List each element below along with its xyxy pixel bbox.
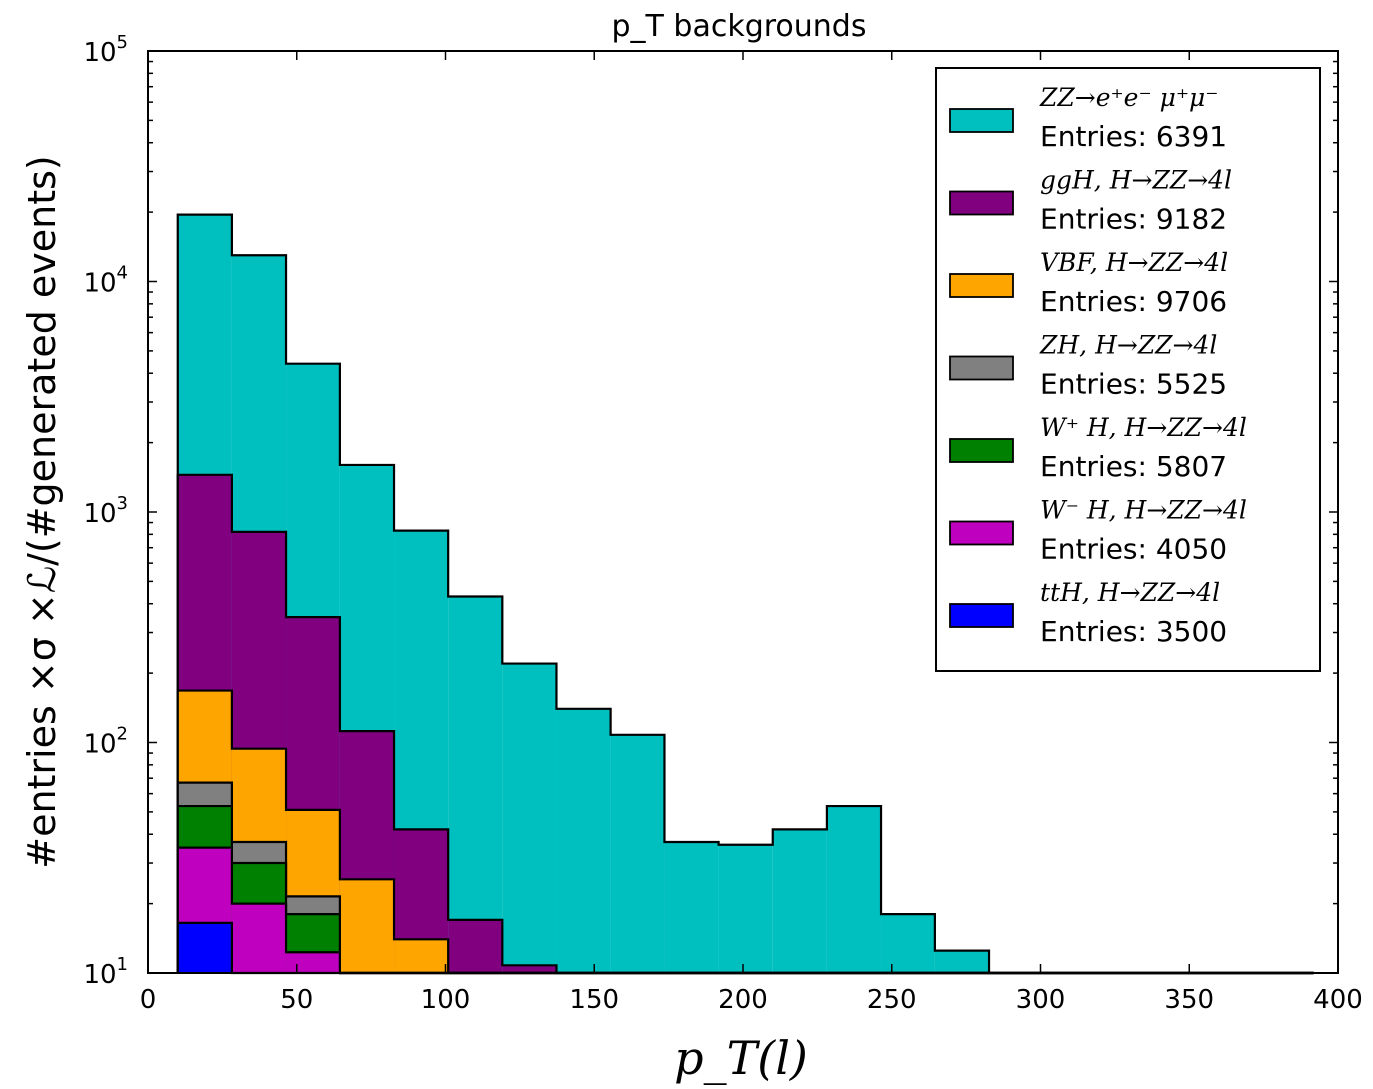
x-tick-labels: 0 50 100 150 200 250 300 350 400 [140,985,1363,1015]
x-tick-label: 150 [569,985,619,1015]
bar [826,806,882,973]
bar [718,844,773,973]
x-tick-label: 200 [718,985,768,1015]
x-tick-label: 100 [421,985,471,1015]
y-tick-label: 103 [83,493,128,529]
bar [610,734,665,973]
legend: ZZ→e⁺e⁻ μ⁺μ⁻ Entries: 6391 ggH, H→ZZ→4l Ent… [935,67,1321,672]
bar [934,950,990,973]
bar [502,965,557,973]
legend-label: VBF, H→ZZ→4l [1040,248,1228,277]
series-outline [176,213,1314,975]
histogram-bars [176,213,1314,975]
y-tick-label: 101 [83,954,128,990]
legend-entries: Entries: 5807 [1040,450,1227,483]
bar [772,829,827,973]
legend-swatch [949,603,1014,628]
legend-swatch [949,190,1014,216]
legend-label: ttH, H→ZZ→4l [1040,578,1220,607]
bar [556,708,611,973]
legend-swatch [949,438,1014,463]
legend-item: ggH, H→ZZ→4l Entries: 9182 [949,166,1232,236]
legend-entries: Entries: 5525 [1040,368,1227,401]
legend-label: W⁻ H, H→ZZ→4l [1040,496,1247,525]
legend-label: ZH, H→ZZ→4l [1039,331,1217,360]
x-tick-label: 50 [280,985,313,1015]
y-tick-label: 105 [83,32,128,68]
legend-label: ZZ→e⁺e⁻ μ⁺μ⁻ [1039,83,1219,112]
legend-item: VBF, H→ZZ→4l Entries: 9706 [949,248,1228,318]
x-tick-label: 350 [1164,985,1214,1015]
bar [231,903,287,973]
legend-item: W⁻ H, H→ZZ→4l Entries: 4050 [949,496,1247,566]
legend-item: ttH, H→ZZ→4l Entries: 3500 [949,578,1227,648]
bar [286,952,340,973]
x-tick-label: 250 [867,985,917,1015]
chart-title: p_T backgrounds [612,9,867,44]
legend-swatch [949,273,1014,298]
x-tick-label: 300 [1016,985,1066,1015]
axis-ticks [147,50,1339,974]
x-axis-label: p_T(l) [674,1031,808,1085]
y-axis-label: #entries ×σ ×ℒ/(#generated events) [20,155,64,869]
legend-swatch [949,108,1014,133]
legend-swatch [949,520,1014,546]
legend-item: ZZ→e⁺e⁻ μ⁺μ⁻ Entries: 6391 [949,83,1227,153]
bar [881,914,935,973]
x-tick-label: 400 [1313,985,1363,1015]
legend-label: W⁺ H, H→ZZ→4l [1040,413,1247,442]
legend-item: W⁺ H, H→ZZ→4l Entries: 5807 [949,413,1247,483]
bar [394,939,449,973]
legend-entries: Entries: 3500 [1040,615,1227,648]
legend-entries: Entries: 4050 [1040,533,1227,566]
bar [664,842,719,973]
y-tick-label: 102 [83,724,128,760]
bar [448,596,503,973]
y-tick-label: 104 [83,263,128,299]
bar [339,879,395,973]
legend-entries: Entries: 9706 [1040,285,1227,318]
bar [177,922,232,973]
legend-swatch [949,355,1014,381]
legend-item: ZH, H→ZZ→4l Entries: 5525 [949,331,1227,401]
bar [448,919,503,973]
legend-entries: Entries: 6391 [1040,120,1227,153]
legend-label: ggH, H→ZZ→4l [1040,166,1232,195]
x-tick-label: 0 [140,985,157,1015]
legend-entries: Entries: 9182 [1040,203,1227,236]
y-tick-labels: 101 102 103 104 105 [83,32,128,990]
bar [502,663,557,973]
